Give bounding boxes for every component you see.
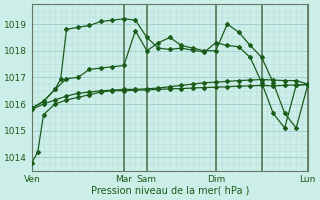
X-axis label: Pression niveau de la mer( hPa ): Pression niveau de la mer( hPa ) bbox=[91, 186, 249, 196]
